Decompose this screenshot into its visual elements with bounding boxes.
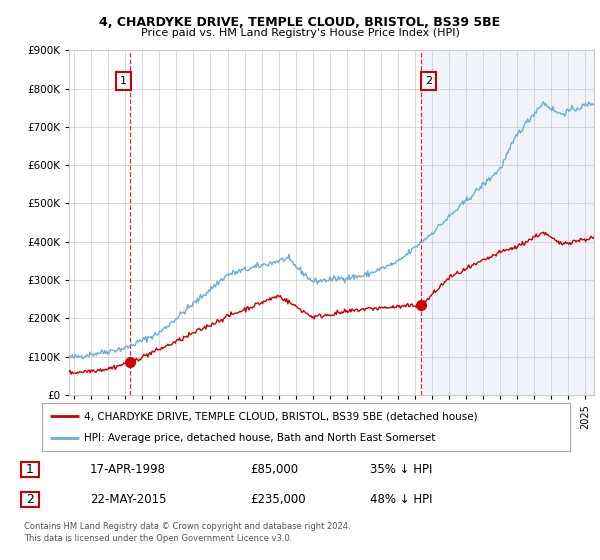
FancyBboxPatch shape xyxy=(21,462,39,477)
Text: 1: 1 xyxy=(120,76,127,86)
Text: Contains HM Land Registry data © Crown copyright and database right 2024.
This d: Contains HM Land Registry data © Crown c… xyxy=(24,522,350,543)
Text: 17-APR-1998: 17-APR-1998 xyxy=(90,463,166,476)
Text: £85,000: £85,000 xyxy=(250,463,298,476)
Text: 2: 2 xyxy=(26,493,34,506)
Text: £235,000: £235,000 xyxy=(250,493,305,506)
Text: 2: 2 xyxy=(425,76,432,86)
Text: 48% ↓ HPI: 48% ↓ HPI xyxy=(370,493,433,506)
Text: 1: 1 xyxy=(26,463,34,476)
Text: Price paid vs. HM Land Registry's House Price Index (HPI): Price paid vs. HM Land Registry's House … xyxy=(140,28,460,38)
Text: 35% ↓ HPI: 35% ↓ HPI xyxy=(370,463,433,476)
Text: 4, CHARDYKE DRIVE, TEMPLE CLOUD, BRISTOL, BS39 5BE (detached house): 4, CHARDYKE DRIVE, TEMPLE CLOUD, BRISTOL… xyxy=(84,411,478,421)
Bar xyxy=(421,50,594,395)
Text: 22-MAY-2015: 22-MAY-2015 xyxy=(90,493,167,506)
Text: HPI: Average price, detached house, Bath and North East Somerset: HPI: Average price, detached house, Bath… xyxy=(84,433,436,443)
FancyBboxPatch shape xyxy=(21,492,39,507)
Text: 4, CHARDYKE DRIVE, TEMPLE CLOUD, BRISTOL, BS39 5BE: 4, CHARDYKE DRIVE, TEMPLE CLOUD, BRISTOL… xyxy=(100,16,500,29)
